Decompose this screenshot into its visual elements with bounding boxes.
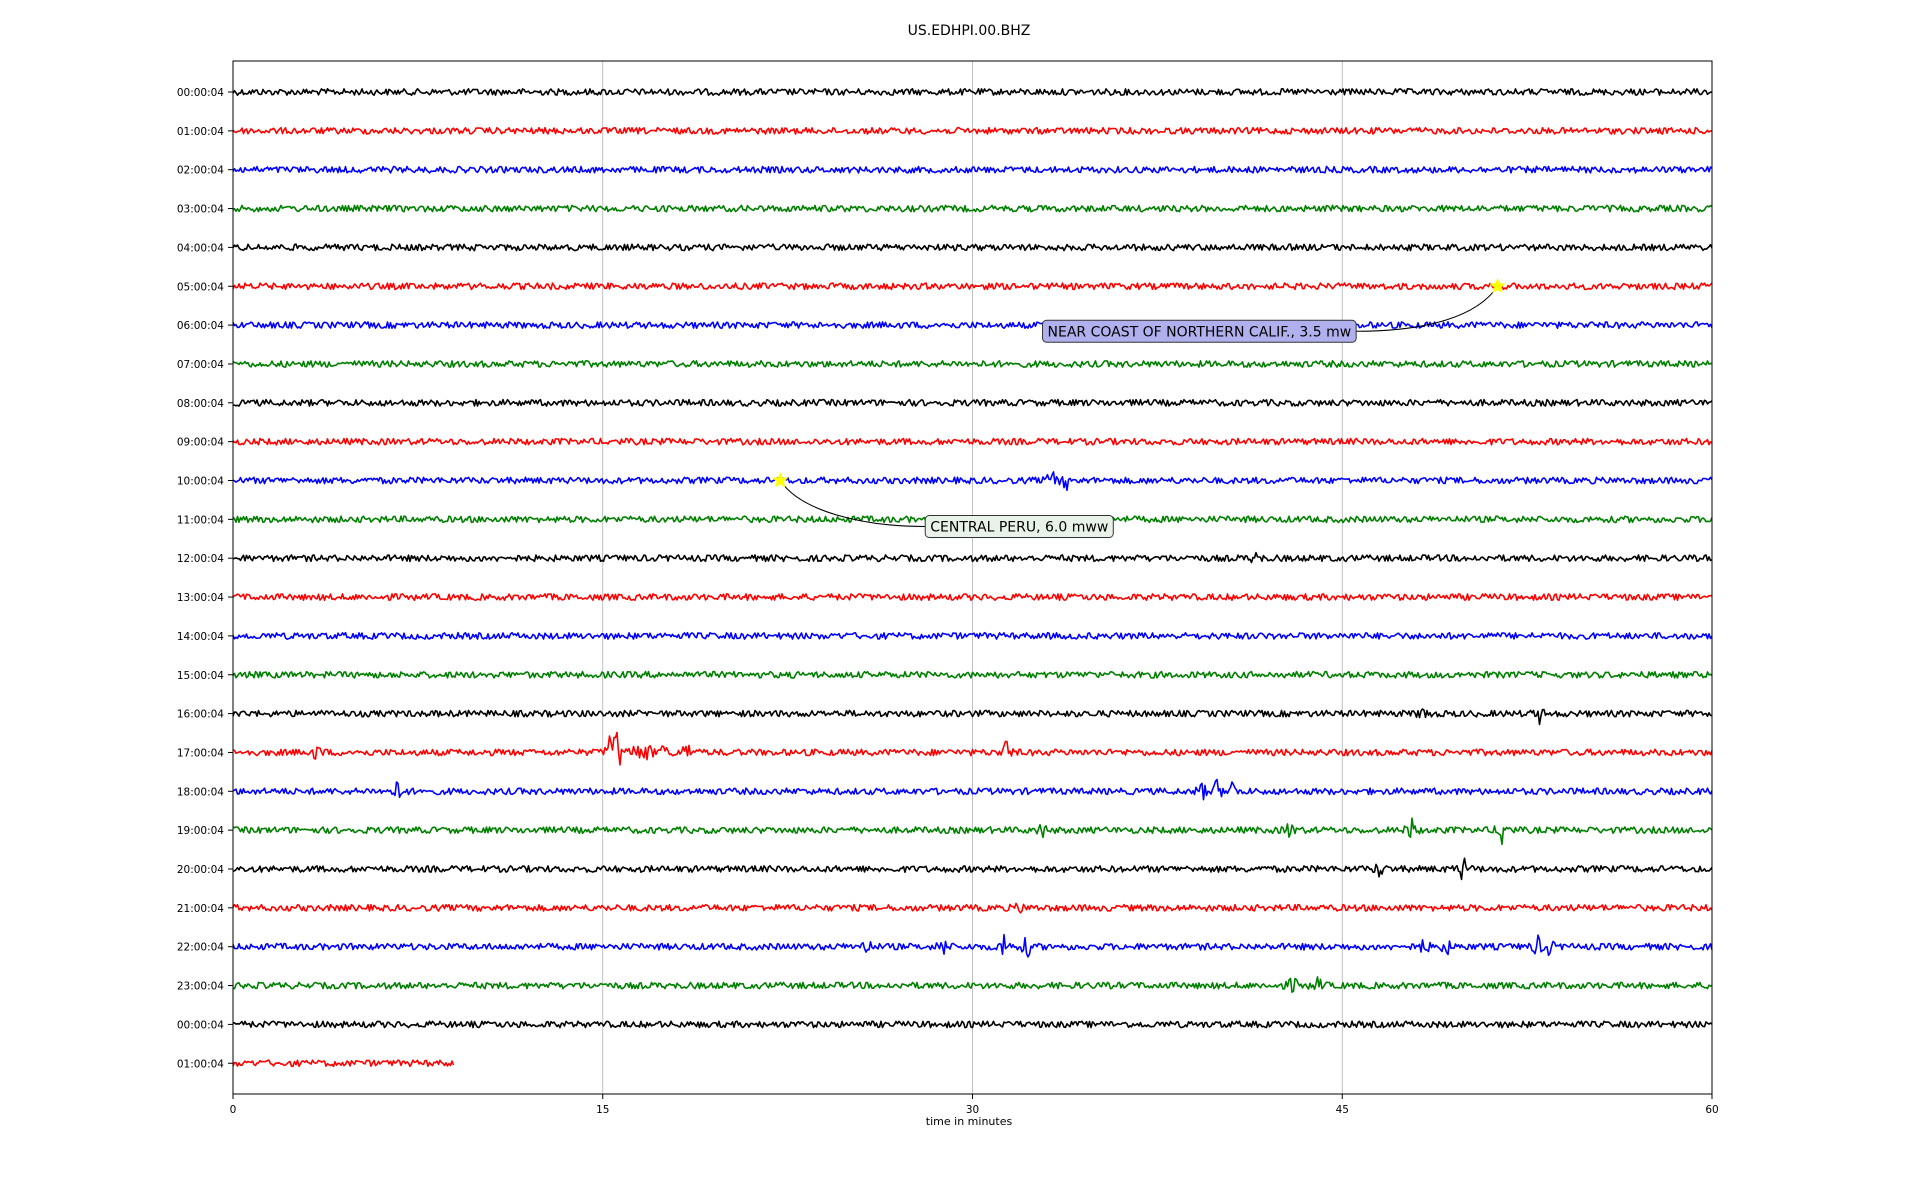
trace-row-17 xyxy=(232,731,1713,766)
y-tick-label: 15:00:04 xyxy=(177,670,224,682)
y-tick-label: 23:00:04 xyxy=(177,981,224,993)
x-tick-label: 60 xyxy=(1705,1104,1718,1116)
trace-row-15 xyxy=(232,670,1713,679)
trace-row-1 xyxy=(232,126,1713,135)
trace-row-12 xyxy=(232,551,1713,564)
annotation-box xyxy=(924,515,1114,538)
event-annotation: CENTRAL PERU, 6.0 mww xyxy=(771,471,1114,538)
x-axis-label: time in minutes xyxy=(926,1115,1013,1128)
y-tick-label: 14:00:04 xyxy=(177,631,224,643)
seismogram-traces xyxy=(232,88,1713,1068)
vertical-gridlines xyxy=(602,61,1343,1094)
y-tick-label: 10:00:04 xyxy=(177,476,224,488)
annotation-connector xyxy=(779,480,926,528)
trace-row-20 xyxy=(232,857,1713,881)
x-tick-label: 45 xyxy=(1336,1104,1349,1116)
trace-row-6 xyxy=(232,321,1713,330)
trace-row-19 xyxy=(232,817,1713,846)
y-tick-label: 17:00:04 xyxy=(177,747,224,759)
y-tick-label: 04:00:04 xyxy=(177,242,224,254)
x-tick-label: 15 xyxy=(596,1104,609,1116)
trace-row-24 xyxy=(232,1020,1713,1029)
annotation-connector xyxy=(1356,285,1499,332)
annotation-label: NEAR COAST OF NORTHERN CALIF., 3.5 mw xyxy=(1048,324,1352,340)
event-star-marker xyxy=(771,471,789,488)
trace-row-13 xyxy=(232,593,1713,601)
x-tick-label: 0 xyxy=(230,1104,237,1116)
trace-row-10 xyxy=(232,471,1713,492)
y-tick-label: 06:00:04 xyxy=(177,320,224,332)
y-tick-label: 16:00:04 xyxy=(177,709,224,721)
trace-row-25 xyxy=(232,1059,455,1068)
y-tick-label: 11:00:04 xyxy=(177,514,224,526)
y-tick-label: 02:00:04 xyxy=(177,165,224,177)
trace-row-8 xyxy=(232,398,1713,407)
trace-row-5 xyxy=(232,282,1713,291)
y-tick-label: 13:00:04 xyxy=(177,592,224,604)
trace-row-3 xyxy=(232,204,1713,213)
chart-title: US.EDHPI.00.BHZ xyxy=(908,23,1031,39)
y-tick-label: 00:00:04 xyxy=(177,87,224,99)
annotation-box xyxy=(1042,319,1357,343)
trace-row-9 xyxy=(232,437,1713,446)
y-tick-label: 19:00:04 xyxy=(177,825,224,837)
y-tick-label: 01:00:04 xyxy=(177,126,224,138)
y-tick-label: 22:00:04 xyxy=(177,942,224,954)
y-tick-label: 03:00:04 xyxy=(177,204,224,216)
trace-row-7 xyxy=(232,360,1713,368)
trace-row-21 xyxy=(232,902,1713,914)
trace-row-0 xyxy=(232,88,1713,96)
y-tick-label: 20:00:04 xyxy=(177,864,224,876)
trace-row-22 xyxy=(232,933,1713,958)
event-annotation: NEAR COAST OF NORTHERN CALIF., 3.5 mw xyxy=(1042,277,1506,343)
y-tick-label: 21:00:04 xyxy=(177,903,224,915)
trace-row-4 xyxy=(232,243,1713,252)
y-tick-label: 09:00:04 xyxy=(177,437,224,449)
annotation-label: CENTRAL PERU, 6.0 mww xyxy=(930,520,1108,536)
y-tick-label: 00:00:04 xyxy=(177,1019,224,1031)
trace-row-2 xyxy=(232,165,1713,174)
y-tick-labels: 00:00:04 01:00:04 02:00:04 03:00:04 04:00:04… xyxy=(177,87,233,1070)
y-tick-label: 07:00:04 xyxy=(177,359,224,371)
trace-row-16 xyxy=(232,708,1713,726)
y-tick-label: 12:00:04 xyxy=(177,553,224,565)
y-tick-label: 01:00:04 xyxy=(177,1058,224,1070)
event-star-marker xyxy=(1489,277,1506,294)
y-tick-label: 08:00:04 xyxy=(177,398,224,410)
event-annotations: NEAR COAST OF NORTHERN CALIF., 3.5 mw CEN… xyxy=(771,277,1506,538)
y-tick-label: 18:00:04 xyxy=(177,786,224,798)
trace-row-18 xyxy=(232,778,1713,801)
x-tick-label: 30 xyxy=(966,1104,979,1116)
x-tick-labels: 0 15 30 45 60 xyxy=(230,1094,1719,1116)
trace-row-14 xyxy=(232,631,1713,640)
trace-row-23 xyxy=(232,976,1713,993)
y-tick-label: 05:00:04 xyxy=(177,281,224,293)
